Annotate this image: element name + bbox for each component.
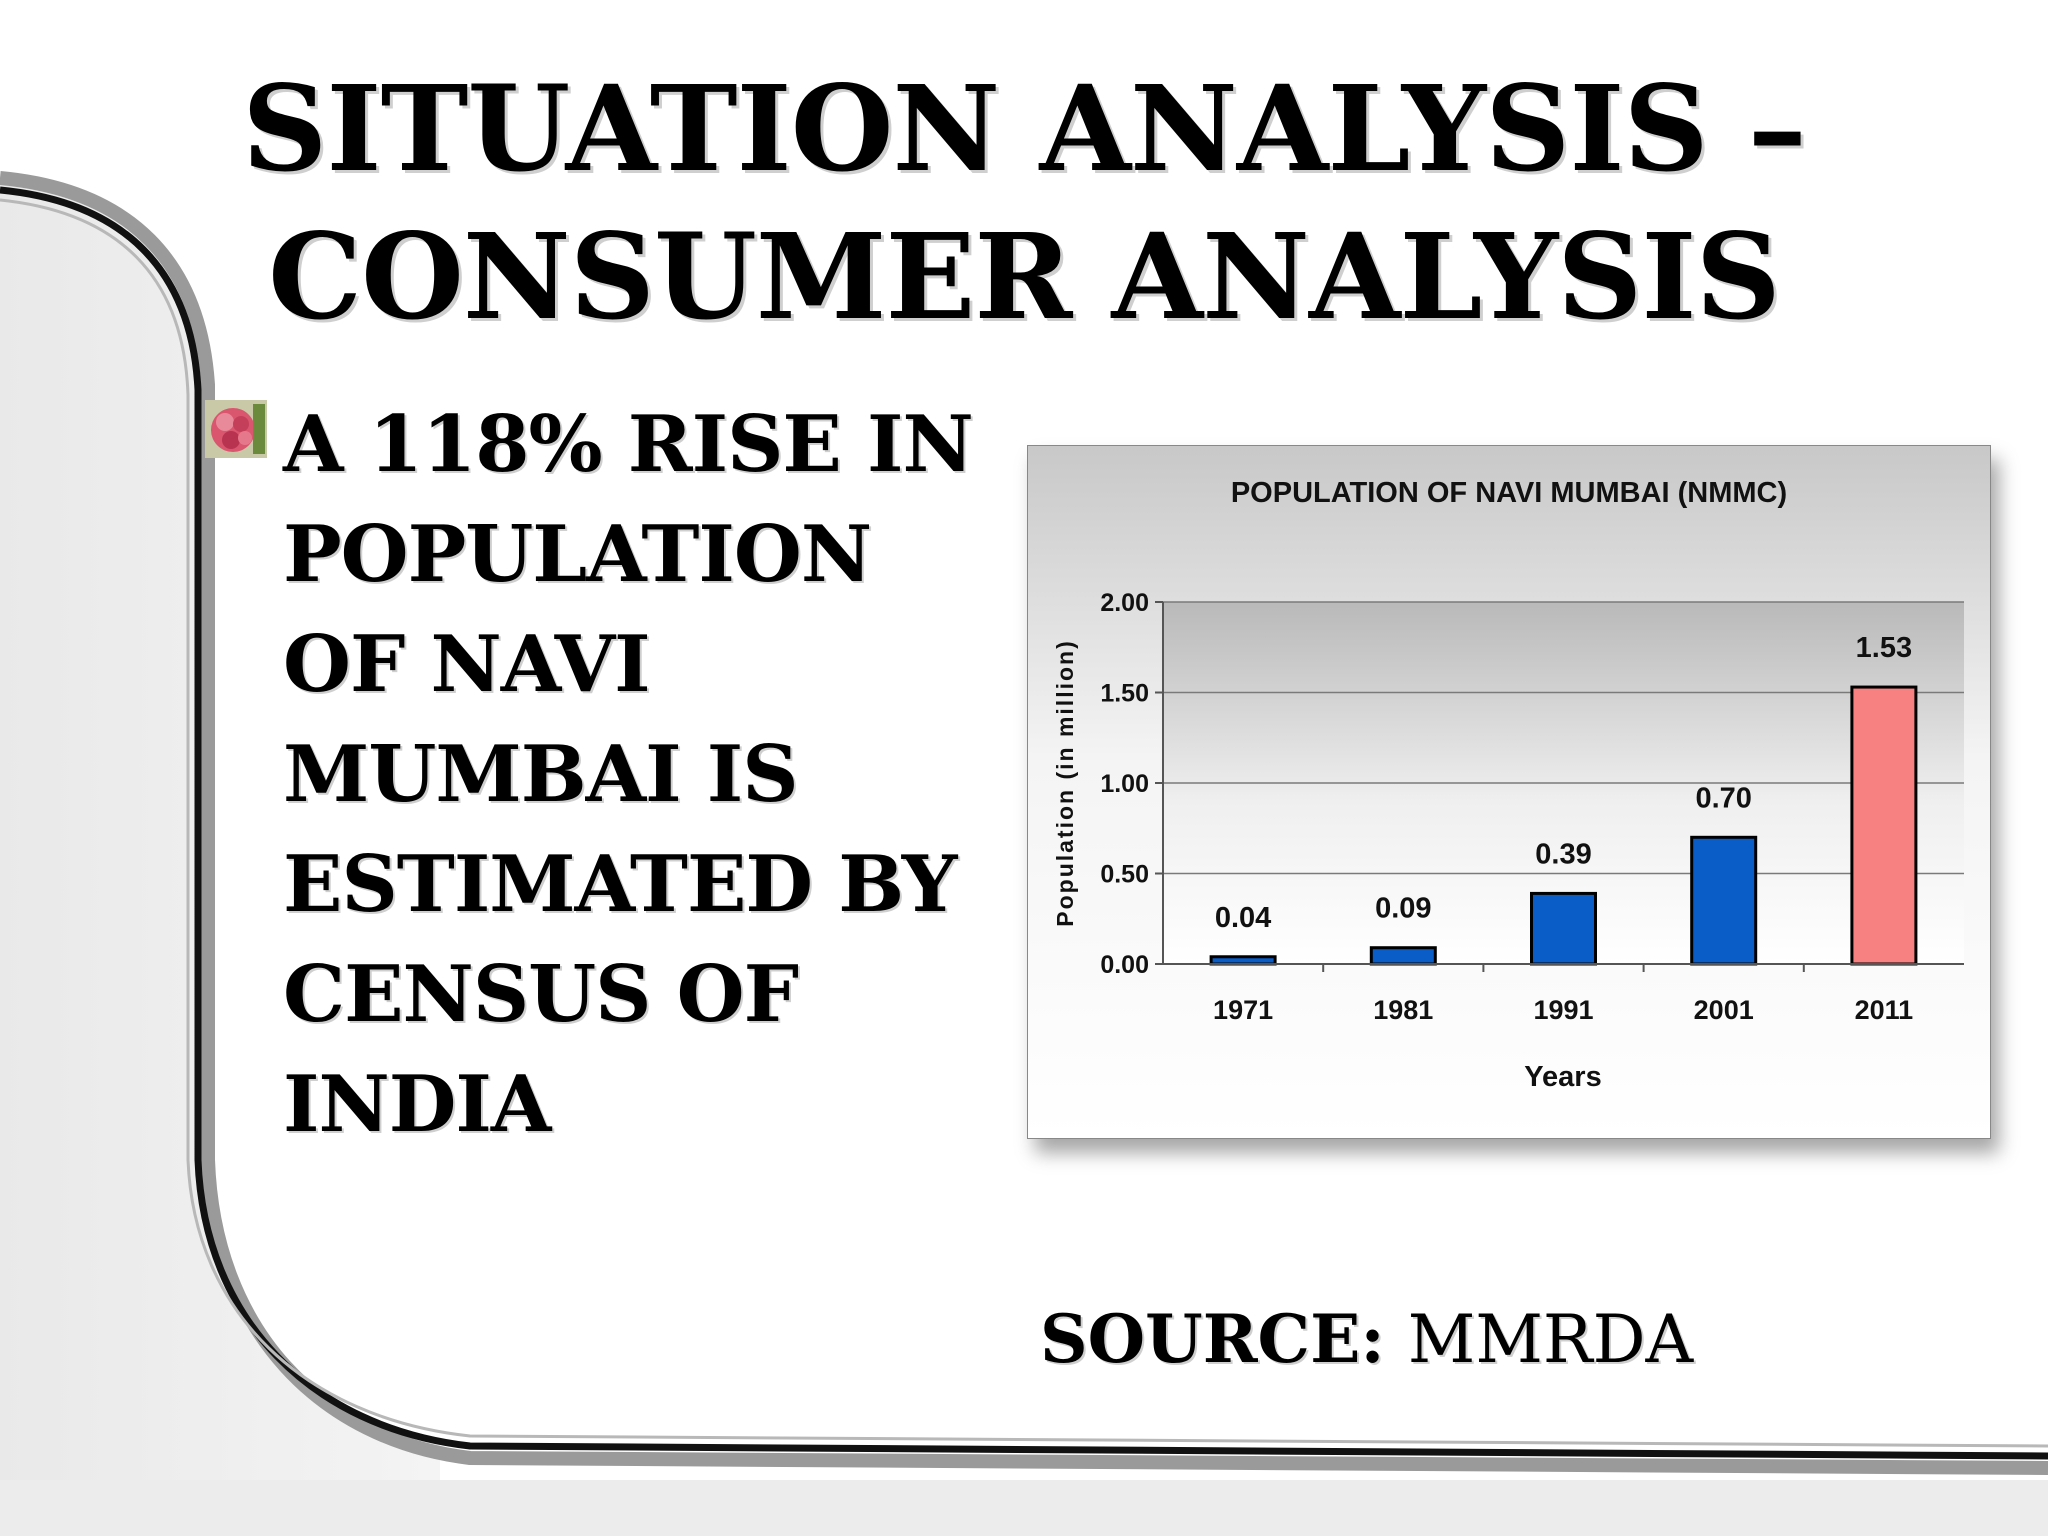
grid-lines xyxy=(1163,601,1964,875)
bar-1991 xyxy=(1530,891,1597,966)
bar-data-labels: 0.04 0.09 0.39 0.70 1.53 xyxy=(1215,632,1912,934)
chart-title: POPULATION OF NAVI MUMBAI (NMMC) xyxy=(1231,477,1787,509)
bar-1971 xyxy=(1209,955,1277,966)
y-axis-label: Population (in million) xyxy=(1052,639,1078,926)
data-label-1971: 0.04 xyxy=(1215,902,1271,934)
bar-1981 xyxy=(1369,946,1437,966)
x-axis-label: Years xyxy=(1524,1061,1601,1093)
bar-2001 xyxy=(1690,835,1758,966)
title-line-2: Consumer Analysis xyxy=(268,207,1781,346)
title-line-1: Situation Analysis – xyxy=(242,59,1807,198)
y-axis-ticks: 0.00 0.50 1.00 1.50 2.00 xyxy=(1100,589,1163,979)
source-value: MMRDA xyxy=(1407,1301,1694,1378)
flower-bullet-icon xyxy=(205,400,267,458)
bullet-text: A 118% rise in population of Navi Mumbai… xyxy=(283,399,974,1150)
data-label-1991: 0.39 xyxy=(1535,838,1591,870)
x-tick-label-1981: 1981 xyxy=(1373,995,1433,1025)
y-tick-label: 1.50 xyxy=(1100,680,1149,708)
chart-canvas: POPULATION OF NAVI MUMBAI (NMMC) 0.00 0.5… xyxy=(1028,446,1990,1138)
data-label-1981: 0.09 xyxy=(1375,893,1431,925)
y-tick-label: 2.00 xyxy=(1100,589,1149,617)
source-citation: Source: MMRDA xyxy=(1040,1300,1693,1378)
slide-title: Situation Analysis – Consumer Analysis xyxy=(0,55,2048,351)
y-tick-label: 0.00 xyxy=(1100,951,1149,979)
x-axis-ticks: 1971 1981 1991 2001 2011 xyxy=(1213,964,1913,1025)
data-label-2001: 0.70 xyxy=(1695,782,1751,814)
source-label: Source: xyxy=(1040,1300,1385,1378)
y-tick-label: 0.50 xyxy=(1100,861,1149,889)
bars xyxy=(1209,685,1918,966)
data-label-2011: 1.53 xyxy=(1856,632,1912,664)
x-tick-label-2011: 2011 xyxy=(1855,995,1914,1025)
x-tick-label-2001: 2001 xyxy=(1694,995,1754,1025)
x-tick-label-1991: 1991 xyxy=(1533,995,1593,1025)
y-tick-label: 1.00 xyxy=(1100,770,1149,798)
bar-2011 xyxy=(1850,685,1918,966)
x-tick-label-1971: 1971 xyxy=(1213,995,1273,1025)
population-chart: POPULATION OF NAVI MUMBAI (NMMC) 0.00 0.5… xyxy=(1027,445,1991,1139)
